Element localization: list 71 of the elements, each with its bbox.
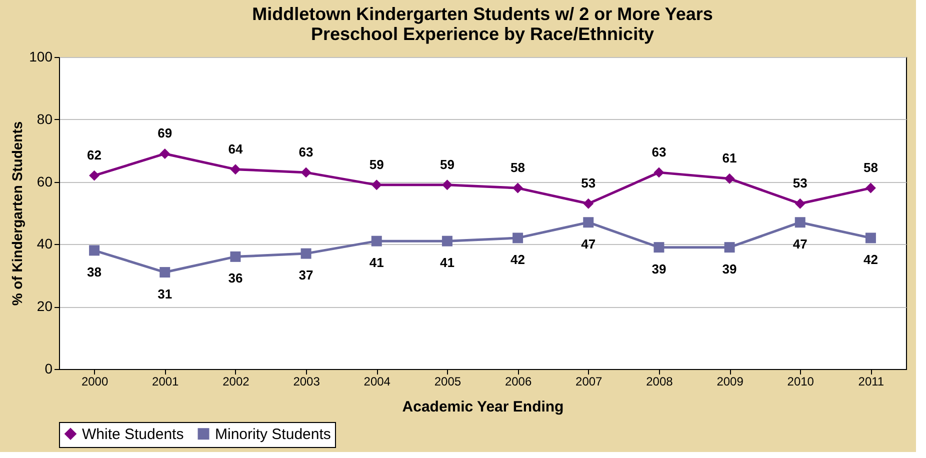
data-label: 37 <box>298 268 314 283</box>
data-label: 41 <box>440 255 454 270</box>
point <box>89 170 100 181</box>
legend-label: Minority Students <box>215 426 331 443</box>
point <box>300 248 312 259</box>
x-axis-title: Academic Year Ending <box>402 398 564 416</box>
point <box>794 198 806 209</box>
point <box>794 217 806 228</box>
legend-label: White Students <box>82 426 184 443</box>
x-tick-label: 2002 <box>222 374 250 388</box>
x-tick-label: 2006 <box>504 374 532 388</box>
data-label: 42 <box>510 252 526 267</box>
data-label: 58 <box>510 160 526 176</box>
x-tick-label: 2000 <box>81 374 108 388</box>
x-tick-label: 2005 <box>434 374 462 388</box>
point <box>442 236 452 246</box>
chart-title: Middletown Kindergarten Students w/ 2 or More Years Preschool Experience by Race/Ethnicity <box>252 4 713 44</box>
point <box>300 167 312 178</box>
y-tick-label: 80 <box>36 110 53 127</box>
point <box>583 217 594 228</box>
point <box>865 182 876 194</box>
point <box>371 236 382 246</box>
x-tick-label: 2008 <box>646 374 674 388</box>
point <box>230 251 241 262</box>
y-axis-title: % of Kindergarten Students <box>9 121 26 306</box>
point <box>512 182 524 194</box>
x-tick-label: 2003 <box>293 374 320 388</box>
x-tick-label: 2004 <box>364 374 391 388</box>
data-label: 69 <box>158 126 172 141</box>
point <box>371 180 382 190</box>
y-tick-label: 20 <box>36 298 53 314</box>
data-label: 38 <box>87 264 102 280</box>
point <box>160 267 170 278</box>
x-tick-label: 2009 <box>716 374 744 388</box>
data-label: 63 <box>652 144 666 160</box>
point <box>724 173 735 184</box>
data-label: 64 <box>228 141 244 156</box>
data-label: 62 <box>87 148 102 163</box>
point <box>654 242 664 253</box>
x-tick-label: 2001 <box>152 374 180 388</box>
x-tick-label: 2011 <box>858 374 884 388</box>
data-label: 59 <box>440 156 454 172</box>
point <box>865 232 876 244</box>
data-label: 53 <box>792 176 808 191</box>
data-label: 36 <box>228 270 243 286</box>
data-label: 41 <box>369 255 384 270</box>
y-tick-label: 100 <box>29 48 53 64</box>
data-label: 58 <box>863 160 878 176</box>
x-tick-label: 2010 <box>787 374 814 388</box>
data-label: 39 <box>652 261 666 276</box>
point <box>89 245 100 256</box>
point <box>583 198 594 209</box>
data-label: 31 <box>158 286 172 302</box>
point <box>230 164 241 175</box>
data-label: 61 <box>722 150 737 166</box>
data-label: 63 <box>298 144 314 160</box>
y-tick-label: 60 <box>36 173 53 190</box>
point <box>654 167 664 178</box>
data-label: 59 <box>369 156 384 172</box>
point <box>512 232 524 244</box>
data-label: 42 <box>863 252 878 267</box>
data-label: 53 <box>581 176 596 191</box>
data-label: 47 <box>792 236 808 252</box>
data-label: 47 <box>581 236 596 252</box>
x-tick-label: 2007 <box>576 374 603 388</box>
data-label: 39 <box>722 261 737 276</box>
point <box>160 148 170 159</box>
y-tick-label: 0 <box>44 360 53 376</box>
point <box>442 180 452 190</box>
point <box>724 242 735 253</box>
y-tick-label: 40 <box>36 236 53 252</box>
